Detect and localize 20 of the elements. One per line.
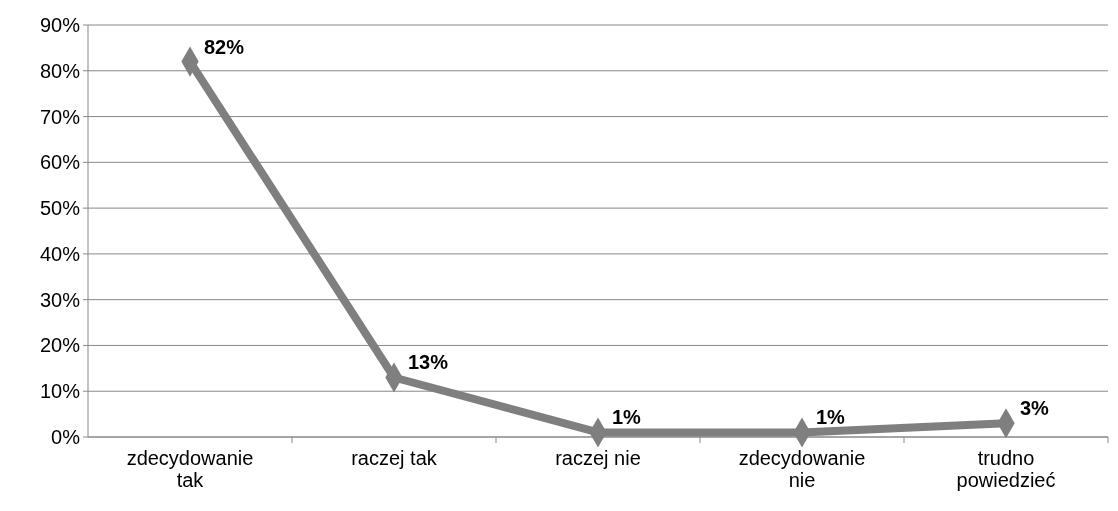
x-tick-label: raczej nie xyxy=(555,447,641,469)
x-tick-label: zdecydowanie nie xyxy=(738,447,866,491)
y-tick-label: 30% xyxy=(39,288,81,311)
x-tick-label: trudno powiedzieć xyxy=(956,447,1056,491)
x-tick-label: raczej tak xyxy=(351,447,438,469)
data-label: 13% xyxy=(408,351,449,374)
x-tick-label: zdecydowanie tak xyxy=(126,447,254,491)
y-tick-label: 80% xyxy=(39,59,81,82)
y-tick-label: 20% xyxy=(39,334,81,357)
y-tick-label: 10% xyxy=(39,380,81,403)
y-tick-label: 0% xyxy=(51,426,81,448)
data-label: 3% xyxy=(1020,397,1050,420)
data-label: 1% xyxy=(612,406,642,429)
y-tick-label: 60% xyxy=(39,151,81,174)
data-label: 1% xyxy=(816,406,846,429)
data-label: 82% xyxy=(204,35,245,58)
y-tick-label: 50% xyxy=(39,197,81,220)
y-tick-label: 70% xyxy=(39,105,81,128)
y-tick-label: 40% xyxy=(39,242,81,265)
y-tick-label: 90% xyxy=(39,14,81,36)
